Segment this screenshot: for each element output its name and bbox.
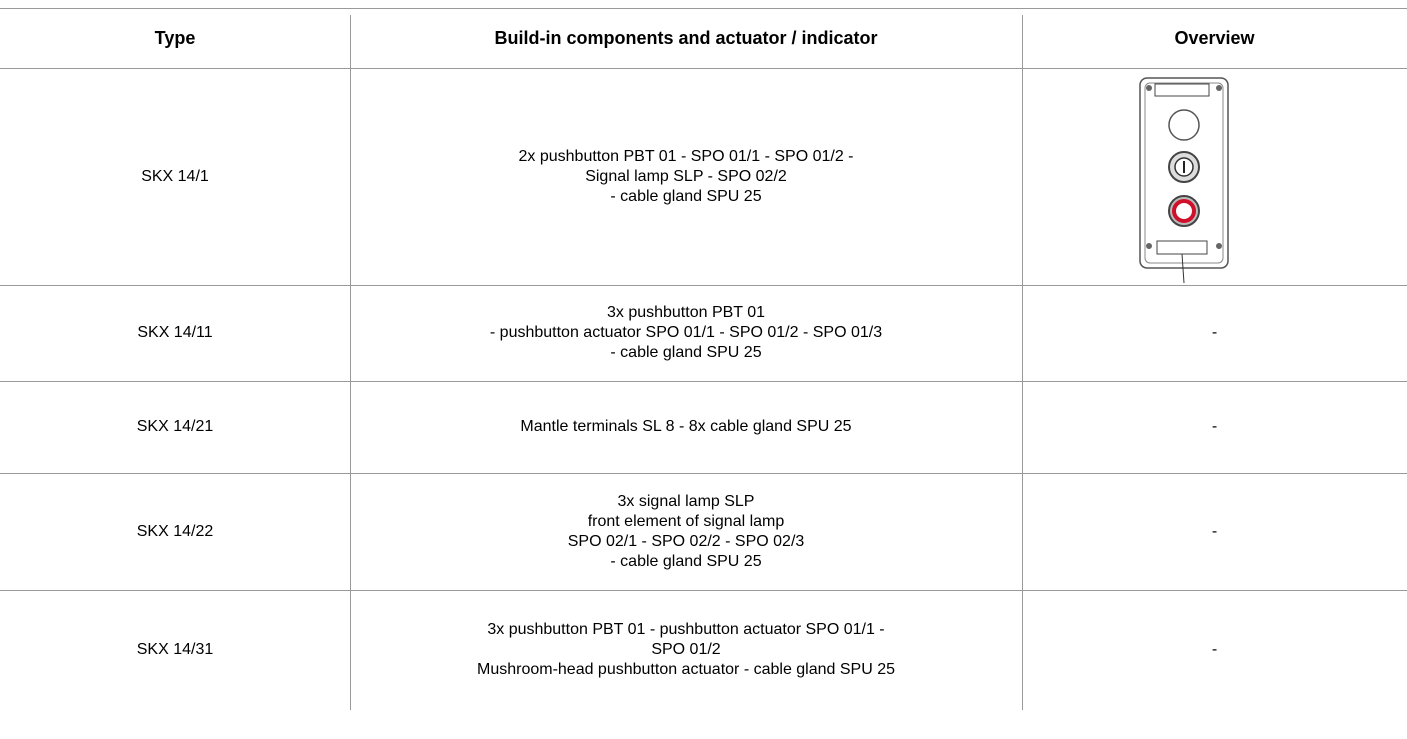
components-line: 3x pushbutton PBT 01 - pushbutton actuat…: [487, 621, 885, 638]
overview-cell: -: [1211, 522, 1218, 540]
components-cell: Mantle terminals SL 8 - 8x cable gland S…: [350, 381, 1022, 473]
components-line: - cable gland SPU 25: [610, 187, 762, 205]
components-line: Mushroom-head pushbutton actuator - cabl…: [476, 661, 896, 678]
overview-cell: -: [1211, 418, 1218, 435]
components-cell: 3x signal lamp SLP front element of signa…: [350, 473, 1022, 590]
type-cell: SKX 14/22: [136, 522, 214, 540]
header-cell: Build-in components and actuator / indic…: [494, 28, 878, 48]
row-line: [0, 8, 1407, 9]
row-line: [0, 285, 1407, 286]
components-line: - pushbutton actuator SPO 01/1 - SPO 01/…: [489, 324, 883, 341]
components-line: - cable gland SPU 25: [610, 344, 762, 361]
row-line: [0, 473, 1407, 474]
components-line: 3x signal lamp SLP: [617, 492, 755, 510]
type-cell: SKX 14/21: [136, 418, 214, 435]
components-line: - cable gland SPU 25: [610, 552, 762, 570]
column-line: [1022, 15, 1023, 710]
components-line: front element of signal lamp: [587, 512, 785, 530]
row-line: [0, 68, 1407, 69]
components-line: SPO 02/1 - SPO 02/2 - SPO 02/3: [567, 532, 805, 550]
components-line: Mantle terminals SL 8 - 8x cable gland S…: [520, 418, 852, 435]
components-cell: 2x pushbutton PBT 01 - SPO 01/1 - SPO 01…: [350, 68, 1022, 285]
components-cell: 3x pushbutton PBT 01 - pushbutton actuat…: [350, 590, 1022, 710]
row-line: [0, 590, 1407, 591]
header-cell: Type: [154, 28, 196, 48]
components-line: SPO 01/2: [651, 641, 721, 658]
type-cell: SKX 14/31: [136, 641, 214, 658]
components-line: 2x pushbutton PBT 01 - SPO 01/1 - SPO 01…: [518, 147, 854, 165]
row-line: [0, 381, 1407, 382]
column-line: [350, 15, 351, 710]
header-cell: Overview: [1174, 28, 1255, 48]
components-cell: 3x pushbutton PBT 01 - pushbutton actuato…: [350, 285, 1022, 381]
type-cell: SKX 14/11: [137, 324, 213, 341]
overview-cell: -: [1211, 641, 1218, 658]
components-line: 3x pushbutton PBT 01: [606, 304, 766, 321]
type-cell: SKX 14/1: [141, 167, 209, 185]
overview-cell: -: [1211, 324, 1218, 341]
components-line: Signal lamp SLP - SPO 02/2: [585, 167, 787, 185]
